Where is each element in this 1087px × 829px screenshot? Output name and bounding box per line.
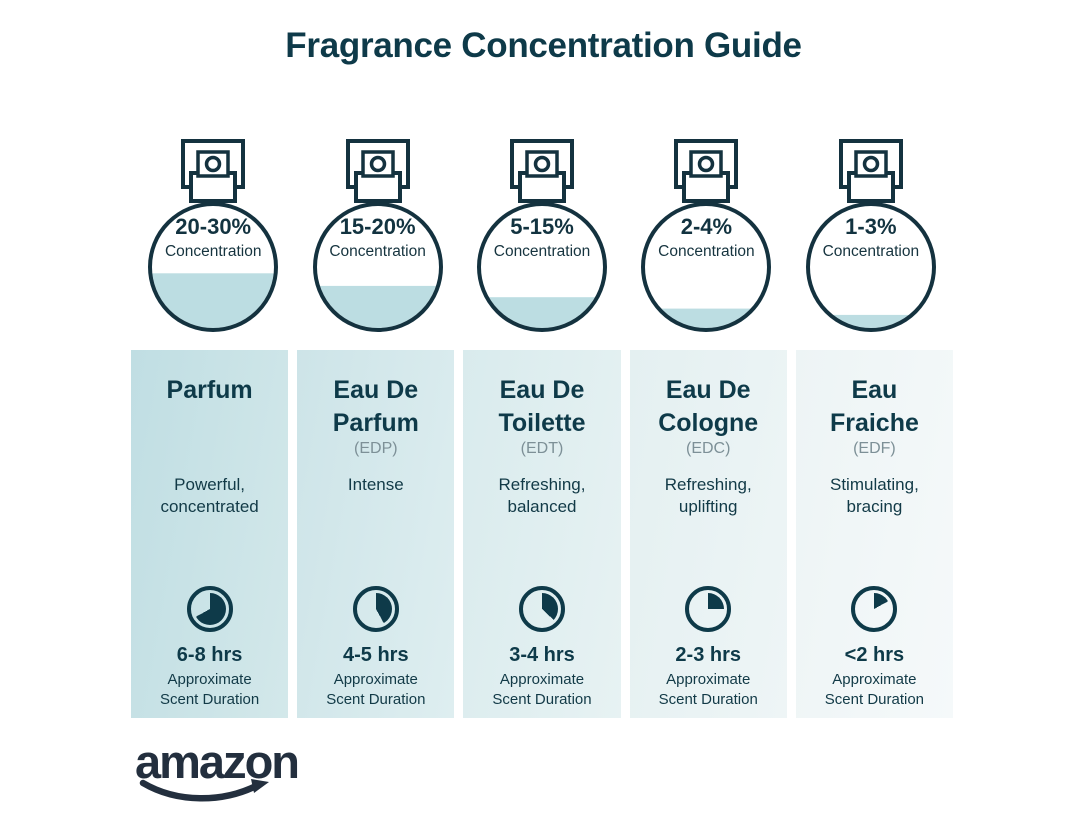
perfume-bottle-icon: [477, 139, 608, 332]
panel-eau-de-cologne: Eau De Cologne (EDC) Refreshing, uplifti…: [629, 350, 787, 718]
bottle-eau-fraiche: 1-3% Concentration: [789, 138, 953, 334]
scent-duration-caption: Approximate Scent Duration: [159, 671, 260, 709]
amazon-wordmark: amazon: [135, 735, 300, 788]
fragrance-name: Eau De Parfum: [332, 376, 419, 437]
scent-duration-hours: 3-4 hrs: [509, 644, 575, 666]
fragrance-name: Parfum: [166, 376, 253, 404]
perfume-bottle-icon: [148, 139, 279, 332]
bottle-eau-de-toilette: 5-15% Concentration: [460, 138, 624, 334]
clock-icon: [685, 586, 732, 632]
bottles-row: 20-30% Concentration 15-20% Concentratio…: [131, 138, 953, 334]
scent-duration-hours: 4-5 hrs: [343, 644, 409, 666]
bottle-eau-de-cologne: 2-4% Concentration: [624, 138, 788, 334]
perfume-bottle-icon: [805, 139, 936, 332]
fragrance-description: Refreshing, uplifting: [664, 475, 752, 517]
clock-icon: [186, 586, 233, 632]
fragrance-name: Eau Fraiche: [829, 376, 919, 437]
fragrance-name: Eau De Toilette: [498, 376, 586, 437]
scent-duration-hours: <2 hrs: [844, 644, 905, 666]
clock-icon: [851, 586, 898, 632]
perfume-bottle-icon: [641, 139, 772, 332]
panel-eau-de-toilette: Eau De Toilette (EDT) Refreshing, balanc…: [463, 350, 621, 718]
fragrance-description: Stimulating, bracing: [830, 475, 919, 517]
panel-parfum: Parfum Powerful, concentrated 6-8 hrs Ap…: [131, 350, 289, 718]
scent-duration-caption: Approximate Scent Duration: [658, 671, 758, 709]
fragrance-abbr: (EDP): [354, 440, 398, 457]
page-title: Fragrance Concentration Guide: [285, 26, 802, 65]
scent-duration-hours: 2-3 hrs: [675, 644, 741, 666]
clock-icon: [352, 586, 399, 632]
bottle-parfum: 20-30% Concentration: [131, 138, 295, 334]
perfume-bottle-icon: [312, 139, 443, 332]
amazon-smile-arrow-icon: [139, 779, 269, 802]
panel-eau-de-parfum: Eau De Parfum (EDP) Intense 4-5 hrs Appr…: [297, 350, 455, 718]
fragrance-abbr: (EDF): [853, 440, 896, 457]
amazon-logo: amazon: [135, 735, 300, 803]
clock-icon: [519, 586, 565, 632]
fragrance-abbr: (EDC): [685, 440, 731, 457]
fragrance-description: Intense: [347, 475, 404, 494]
panel-eau-fraiche: Eau Fraiche (EDF) Stimulating, bracing <…: [795, 350, 954, 718]
scent-duration-caption: Approximate Scent Duration: [326, 671, 426, 709]
fragrance-abbr: (EDT): [520, 440, 564, 457]
fragrance-description: Powerful, concentrated: [160, 475, 259, 517]
bottle-eau-de-parfum: 15-20% Concentration: [295, 138, 459, 334]
info-panels-row: Parfum Powerful, concentrated 6-8 hrs Ap…: [131, 350, 954, 718]
scent-duration-caption: Approximate Scent Duration: [492, 671, 592, 709]
fragrance-description: Refreshing, balanced: [498, 475, 586, 517]
scent-duration-hours: 6-8 hrs: [176, 644, 243, 666]
scent-duration-caption: Approximate Scent Duration: [824, 671, 925, 709]
fragrance-name: Eau De Cologne: [658, 376, 759, 437]
